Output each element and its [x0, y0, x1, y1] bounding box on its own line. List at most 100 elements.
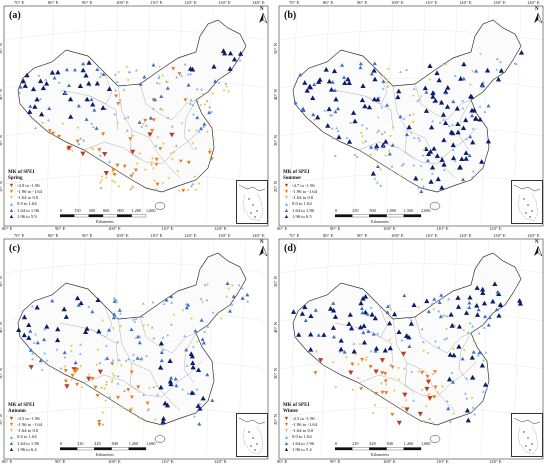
station-marker: [438, 99, 445, 105]
station-marker: [423, 108, 430, 113]
station-marker: [32, 104, 38, 109]
station-marker: [412, 399, 415, 402]
station-marker: [517, 298, 523, 303]
station-marker: [392, 389, 396, 393]
station-marker: [451, 352, 457, 358]
station-marker: [338, 346, 344, 352]
station-marker: [296, 332, 302, 337]
station-marker: [35, 355, 39, 359]
station-marker: [197, 405, 203, 411]
station-marker: [98, 361, 102, 364]
station-marker: [365, 127, 369, 130]
station-marker: [177, 189, 181, 193]
station-marker: [132, 353, 135, 356]
station-marker: [361, 330, 366, 335]
longitude-label-bottom: 90° E: [55, 459, 66, 464]
province-boundary: [59, 89, 119, 131]
station-marker: [461, 177, 466, 182]
station-marker: [352, 342, 356, 345]
station-marker: [183, 98, 188, 102]
legend-symbol-icon: ▼: [283, 416, 290, 423]
legend-range: -1.64 to 0.0: [292, 428, 314, 434]
legend-row: ▲ 1.64 to 1.96: [8, 441, 42, 447]
station-marker: [307, 84, 314, 90]
station-marker: [399, 174, 402, 178]
province-boundary: [458, 99, 472, 151]
scale-tick-label: 840: [386, 441, 393, 446]
station-marker: [485, 138, 492, 144]
legend-row: ▼ -4.5 to -1.96: [8, 416, 42, 422]
station-marker: [117, 71, 121, 74]
station-marker: [97, 148, 102, 152]
scale-tick-label: 250: [352, 208, 359, 213]
station-marker: [379, 168, 382, 172]
station-marker: [471, 169, 475, 173]
station-marker: [342, 75, 347, 79]
station-marker: [183, 334, 187, 338]
station-marker: [312, 82, 317, 86]
station-marker: [208, 148, 212, 152]
station-marker: [468, 134, 473, 139]
station-marker: [161, 348, 165, 351]
station-marker: [432, 308, 436, 311]
station-marker: [346, 321, 352, 326]
station-marker: [424, 90, 429, 94]
legend-range: 1.96 to 5.4: [292, 446, 312, 452]
station-marker: [195, 129, 199, 132]
station-marker: [380, 390, 385, 395]
station-marker: [439, 157, 445, 162]
station-marker: [110, 378, 114, 382]
station-marker: [381, 144, 386, 149]
station-marker: [442, 120, 449, 126]
north-arrow-icon: [534, 245, 543, 257]
legend-range: 1.96 to 5.9: [17, 213, 37, 219]
station-marker: [383, 138, 389, 144]
station-marker: [379, 382, 383, 385]
station-marker: [464, 392, 467, 395]
station-marker: [119, 325, 122, 328]
station-marker: [473, 412, 477, 416]
longitude-label-top: 70° E: [14, 0, 25, 5]
station-marker: [411, 302, 417, 308]
station-marker: [26, 322, 32, 328]
station-marker: [400, 164, 404, 167]
station-marker: [371, 412, 375, 415]
station-marker: [437, 309, 441, 313]
station-marker: [29, 348, 34, 352]
station-marker: [308, 331, 314, 337]
station-marker: [326, 106, 332, 112]
station-marker: [38, 78, 44, 84]
map-canvas: [3, 238, 269, 460]
station-marker: [438, 314, 443, 319]
map-panel-b: (b) 70° E 80° E 90° E 100° E 110° E 120° E 130°…: [273, 0, 550, 232]
south-china-sea-inset: [511, 413, 543, 457]
station-marker: [183, 62, 187, 66]
station-marker: [462, 349, 466, 352]
longitude-label-top: 130° E: [218, 0, 231, 5]
scale-tick-label: 1,680: [421, 441, 431, 446]
station-marker: [400, 338, 404, 342]
station-marker: [418, 139, 422, 142]
legend-range: -1.96 to -1.64: [292, 422, 318, 428]
station-marker: [362, 309, 369, 315]
station-marker: [119, 364, 123, 368]
station-marker: [345, 136, 349, 139]
legend-row: ▲ 1.64 to 1.96: [283, 208, 317, 214]
province-boundary: [424, 370, 456, 412]
map-frame: [278, 5, 544, 227]
station-marker: [375, 149, 379, 152]
station-marker: [50, 298, 55, 303]
station-marker: [166, 81, 169, 84]
station-marker: [431, 421, 434, 425]
station-marker: [313, 308, 318, 312]
station-marker: [386, 82, 389, 85]
north-arrow-icon: [534, 12, 543, 24]
legend-row: ▲ 1.96 to 5.4: [283, 447, 317, 453]
longitude-label-top: 80° E: [323, 0, 334, 5]
legend-row: ▼ -1.96 to -1.64: [283, 422, 317, 428]
station-marker: [428, 124, 435, 130]
station-marker: [190, 66, 196, 72]
station-marker: [344, 356, 348, 360]
station-marker: [360, 83, 366, 88]
station-marker: [366, 329, 371, 333]
